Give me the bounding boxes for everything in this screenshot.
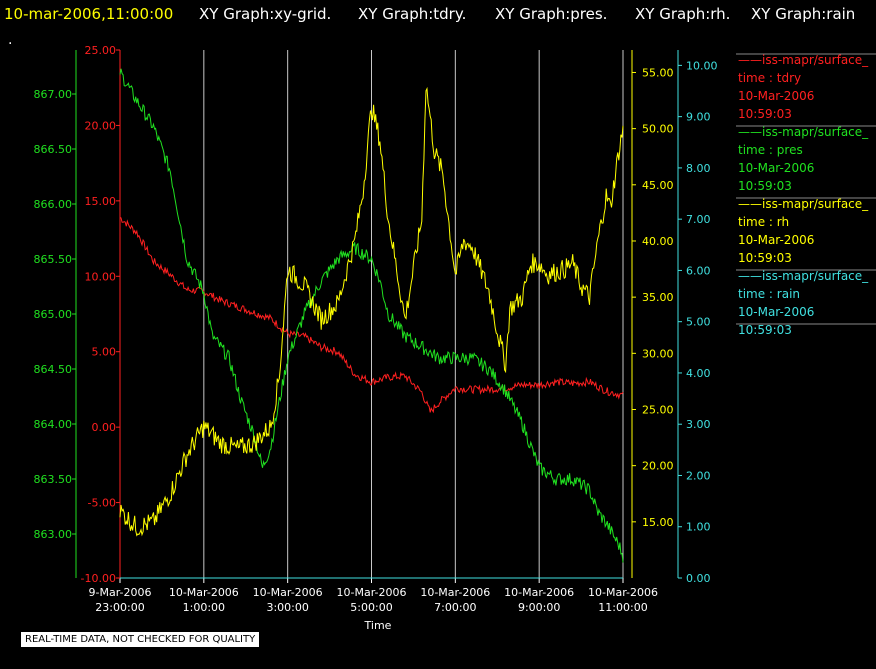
pres-tick-label: 864.00 [34, 418, 73, 431]
legend-series-name: ——iss-mapr/surface_ [738, 53, 869, 67]
rain-tick-label: 3.00 [686, 418, 711, 431]
legend-entry-text: 10:59:03 [738, 179, 792, 193]
legend: ——iss-mapr/surface_time : tdry10-Mar-200… [736, 53, 876, 337]
rh-tick-label: 45.00 [642, 179, 674, 192]
x-tick-label: 5:00:00 [350, 601, 392, 614]
tdry-tick-label: 25.00 [85, 44, 117, 57]
tdry-tick-label: 20.00 [85, 119, 117, 132]
rain-tick-label: 8.00 [686, 162, 711, 175]
rain-tick-label: 1.00 [686, 521, 711, 534]
legend-entry-text: 10-Mar-2006 [738, 161, 814, 175]
rh-tick-label: 20.00 [642, 460, 674, 473]
rh-tick-label: 50.00 [642, 123, 674, 136]
pres-tick-label: 866.00 [34, 198, 73, 211]
x-tick-label: 10-Mar-2006 [253, 586, 323, 599]
legend-entry-text: time : tdry [738, 71, 801, 85]
x-tick-label: 9-Mar-2006 [89, 586, 152, 599]
tdry-tick-label: 15.00 [85, 195, 117, 208]
legend-entry-text: 10:59:03 [738, 323, 792, 337]
rh-tick-label: 30.00 [642, 347, 674, 360]
legend-entry-text: 10:59:03 [738, 107, 792, 121]
pres-series-line [119, 68, 624, 563]
legend-entry-text: 10-Mar-2006 [738, 233, 814, 247]
x-tick-label: 10-Mar-2006 [169, 586, 239, 599]
pres-tick-label: 863.00 [34, 528, 73, 541]
rh-tick-label: 55.00 [642, 66, 674, 79]
quality-notice: REAL-TIME DATA, NOT CHECKED FOR QUALITY [20, 631, 261, 648]
x-tick-label: 23:00:00 [95, 601, 144, 614]
rain-tick-label: 9.00 [686, 111, 711, 124]
tdry-tick-label: -5.00 [88, 497, 116, 510]
x-tick-label: 10-Mar-2006 [420, 586, 490, 599]
legend-entry-text: 10-Mar-2006 [738, 305, 814, 319]
legend-entry-text: 10-Mar-2006 [738, 89, 814, 103]
header-title-xy-grid: XY Graph:xy-grid. [199, 5, 331, 23]
legend-entry-text: time : rain [738, 287, 800, 301]
series-lines [119, 68, 624, 579]
pres-tick-label: 865.00 [34, 308, 73, 321]
rh-tick-label: 35.00 [642, 291, 674, 304]
legend-series-name: ——iss-mapr/surface_ [738, 125, 869, 139]
rain-tick-label: 4.00 [686, 367, 711, 380]
header-title-tdry: XY Graph:tdry. [358, 5, 466, 23]
header-title-rain: XY Graph:rain [751, 5, 855, 23]
pres-tick-label: 867.00 [34, 88, 73, 101]
rain-tick-label: 5.00 [686, 316, 711, 329]
header-dot: . [8, 32, 12, 48]
rh-series-line [119, 86, 624, 537]
header-timestamp: 10-mar-2006,11:00:00 [4, 5, 173, 23]
tdry-series-line [119, 217, 624, 414]
x-tick-label: 10-Mar-2006 [337, 586, 407, 599]
x-tick-label: 1:00:00 [183, 601, 225, 614]
header-title-pres: XY Graph:pres. [495, 5, 607, 23]
x-tick-label: 11:00:00 [598, 601, 647, 614]
tdry-tick-label: 10.00 [85, 270, 117, 283]
rain-tick-label: 10.00 [686, 59, 718, 72]
rain-tick-label: 6.00 [686, 264, 711, 277]
pres-tick-label: 864.50 [34, 363, 73, 376]
axes: 9-Mar-2006 23:00:00 10-Mar-2006 1:00:00 10-M… [34, 44, 718, 614]
legend-entry-text: time : pres [738, 143, 803, 157]
legend-entry-text: 10:59:03 [738, 251, 792, 265]
x-tick-label: 10-Mar-2006 [504, 586, 574, 599]
x-axis-label: Time [364, 619, 392, 632]
rain-tick-label: 0.00 [686, 572, 711, 585]
tdry-tick-label: 5.00 [92, 346, 117, 359]
tdry-tick-label: -10.00 [81, 572, 116, 585]
pres-tick-label: 863.50 [34, 473, 73, 486]
rain-tick-label: 7.00 [686, 213, 711, 226]
pres-tick-label: 865.50 [34, 253, 73, 266]
legend-series-name: ——iss-mapr/surface_ [738, 269, 869, 283]
rh-tick-label: 15.00 [642, 516, 674, 529]
legend-entry-text: time : rh [738, 215, 789, 229]
x-tick-label: 9:00:00 [518, 601, 560, 614]
x-tick-label: 3:00:00 [266, 601, 308, 614]
legend-series-name: ——iss-mapr/surface_ [738, 197, 869, 211]
rain-tick-label: 2.00 [686, 469, 711, 482]
rh-tick-label: 40.00 [642, 235, 674, 248]
rh-tick-label: 25.00 [642, 403, 674, 416]
grid-lines [203, 50, 624, 578]
x-tick-label: 7:00:00 [434, 601, 476, 614]
header-title-rh: XY Graph:rh. [635, 5, 730, 23]
tdry-tick-label: 0.00 [92, 421, 117, 434]
x-tick-label: 10-Mar-2006 [588, 586, 658, 599]
pres-tick-label: 866.50 [34, 143, 73, 156]
